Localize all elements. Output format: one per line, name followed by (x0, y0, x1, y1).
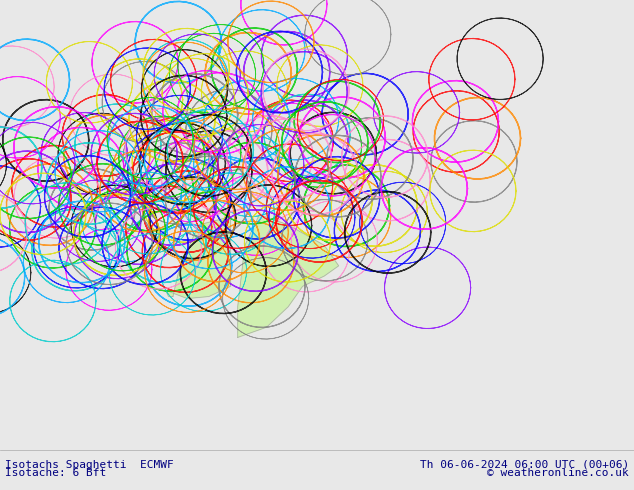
Text: © weatheronline.co.uk: © weatheronline.co.uk (487, 468, 629, 478)
Polygon shape (165, 217, 231, 298)
Text: Isotachs Spaghetti  ECMWF: Isotachs Spaghetti ECMWF (5, 460, 174, 470)
Text: Isotache: 6 Bft: Isotache: 6 Bft (5, 468, 107, 478)
Polygon shape (238, 215, 339, 337)
Text: Th 06-06-2024 06:00 UTC (00+06): Th 06-06-2024 06:00 UTC (00+06) (420, 460, 629, 470)
